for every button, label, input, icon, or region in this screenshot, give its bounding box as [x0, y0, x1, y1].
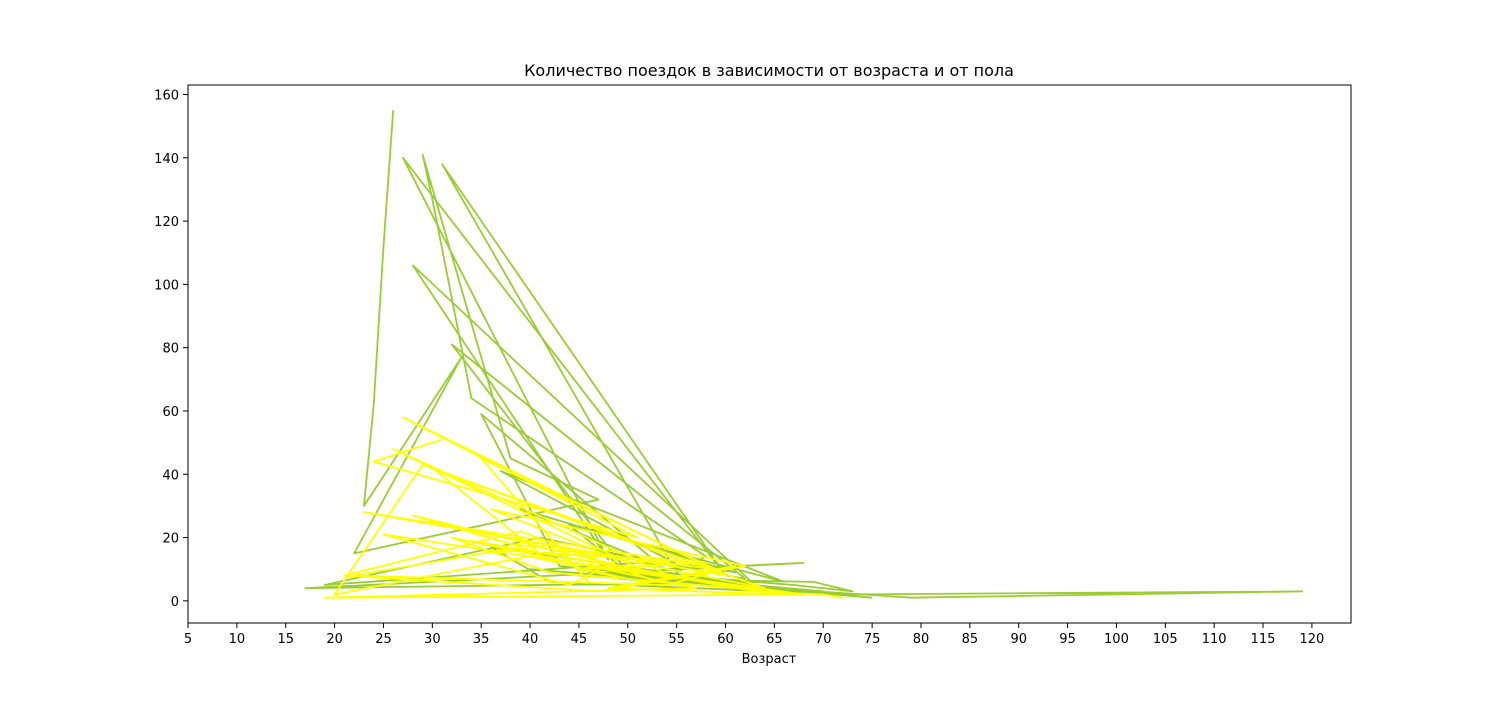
x-tick-label: 80	[913, 632, 930, 647]
plot-frame	[187, 84, 1352, 624]
x-tick-label: 35	[473, 632, 490, 647]
y-tick-label: 80	[162, 342, 179, 357]
x-tick-label: 95	[1059, 632, 1076, 647]
x-tick-label: 110	[1202, 632, 1227, 647]
y-tick-label: 40	[162, 468, 179, 483]
y-tick-label: 160	[154, 88, 179, 103]
y-axis: 0 20 40 60 80 100 120 140 160	[154, 88, 188, 610]
y-tick-label: 60	[162, 405, 179, 420]
y-tick-label: 20	[162, 532, 179, 547]
x-tick-label: 40	[522, 632, 539, 647]
x-tick-label: 100	[1104, 632, 1129, 647]
series-line-2	[323, 416, 843, 599]
x-tick-label: 115	[1251, 632, 1276, 647]
x-tick-label: 85	[962, 632, 979, 647]
x-tick-label: 30	[424, 632, 441, 647]
x-tick-label: 60	[717, 632, 734, 647]
x-tick-label: 120	[1299, 632, 1324, 647]
y-tick-label: 120	[154, 215, 179, 230]
x-tick-label: 5	[184, 632, 192, 647]
y-tick-label: 100	[154, 278, 179, 293]
y-tick-label: 0	[171, 595, 179, 610]
x-tick-label: 15	[277, 632, 294, 647]
x-tick-label: 90	[1010, 632, 1027, 647]
x-tick-label: 50	[620, 632, 637, 647]
y-tick-label: 140	[154, 152, 179, 167]
x-tick-label: 55	[668, 632, 685, 647]
x-axis: 5 10 15 20 25 30 35 40 45 50 55 60 65 70 75 80 85 90 95 100…	[184, 623, 1324, 647]
x-tick-label: 10	[229, 632, 246, 647]
x-tick-label: 45	[571, 632, 588, 647]
x-tick-label: 20	[326, 632, 343, 647]
x-axis-label: Возраст	[742, 652, 797, 667]
plot-area	[304, 110, 1303, 599]
x-tick-label: 25	[375, 632, 392, 647]
x-tick-label: 65	[766, 632, 783, 647]
series-line-1	[304, 110, 1303, 599]
x-tick-label: 105	[1153, 632, 1178, 647]
x-tick-label: 75	[864, 632, 881, 647]
chart-title: Количество поездок в зависимости от возр…	[524, 61, 1014, 80]
x-tick-label: 70	[815, 632, 832, 647]
